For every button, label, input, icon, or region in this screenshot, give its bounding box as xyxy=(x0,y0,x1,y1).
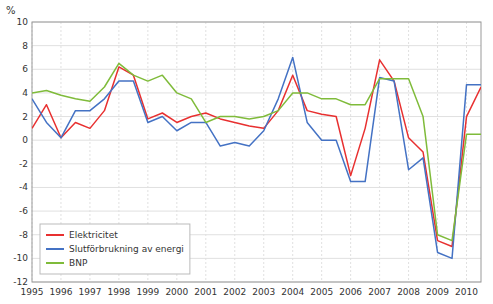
y-grid-line xyxy=(32,45,481,46)
y-grid-line xyxy=(32,187,481,188)
x-grid-line xyxy=(437,22,438,282)
y-tick-label: 2 xyxy=(22,112,28,122)
x-grid-line xyxy=(408,22,409,282)
x-grid-line xyxy=(321,22,322,282)
x-tick-label: 2006 xyxy=(339,287,362,297)
x-tick-label: 2003 xyxy=(252,287,275,297)
y-grid-line xyxy=(32,140,481,141)
x-tick-label: 2004 xyxy=(281,287,304,297)
y-axis-label: % xyxy=(6,5,16,16)
x-grid-line xyxy=(263,22,264,282)
chart: -12 -10 -8 -6 -4 -2 0 2 4 6 8 10 1995 1996 1997 1998 199… xyxy=(0,0,493,304)
legend-label: BNP xyxy=(69,258,88,268)
legend-swatch xyxy=(46,262,64,264)
y-tick-label: 10 xyxy=(17,17,29,27)
x-tick-label: 2000 xyxy=(165,287,188,297)
plot-frame xyxy=(32,22,481,282)
y-tick-label: -4 xyxy=(19,182,28,192)
x-tick-label: 1996 xyxy=(50,287,73,297)
legend-label: Elektricitet xyxy=(69,230,118,240)
legend-swatch xyxy=(46,234,64,236)
x-tick-label: 2007 xyxy=(368,287,391,297)
tick-labels: -12 -10 -8 -6 -4 -2 0 2 4 6 8 10 1995 1996 1997 1998 199… xyxy=(13,17,478,297)
legend-swatch xyxy=(46,248,64,250)
x-tick-label: 1999 xyxy=(136,287,159,297)
y-tick-label: -10 xyxy=(13,253,28,263)
x-tick-label: 2001 xyxy=(194,287,217,297)
y-tick-label: 0 xyxy=(22,135,28,145)
legend-box xyxy=(40,224,190,274)
x-grid-line xyxy=(350,22,351,282)
y-tick-label: -6 xyxy=(19,206,28,216)
series-line xyxy=(32,60,481,247)
x-tick-label: 2010 xyxy=(455,287,478,297)
x-tick-label: 1995 xyxy=(21,287,44,297)
x-tick-label: 1997 xyxy=(78,287,101,297)
x-tick-label: 2009 xyxy=(426,287,449,297)
x-tick-label: 2008 xyxy=(397,287,420,297)
grid xyxy=(32,22,481,282)
legend-label: Slutförbrukning av energi xyxy=(69,244,184,254)
x-grid-line xyxy=(234,22,235,282)
y-grid-line xyxy=(32,211,481,212)
y-tick-label: 8 xyxy=(22,41,28,51)
x-tick-label: 2002 xyxy=(223,287,246,297)
y-tick-label: -8 xyxy=(19,230,28,240)
y-tick-label: 6 xyxy=(22,64,28,74)
series-line xyxy=(32,63,481,240)
legend: Elektricitet Slutförbrukning av energi BNP xyxy=(40,224,190,274)
y-tick-label: -12 xyxy=(13,277,28,287)
y-tick-label: -2 xyxy=(19,159,28,169)
y-tick-label: 4 xyxy=(22,88,28,98)
y-grid-line xyxy=(32,163,481,164)
x-tick-label: 2005 xyxy=(310,287,333,297)
y-grid-line xyxy=(32,69,481,70)
x-grid-line xyxy=(466,22,467,282)
x-tick-label: 1998 xyxy=(107,287,130,297)
x-grid-line xyxy=(205,22,206,282)
